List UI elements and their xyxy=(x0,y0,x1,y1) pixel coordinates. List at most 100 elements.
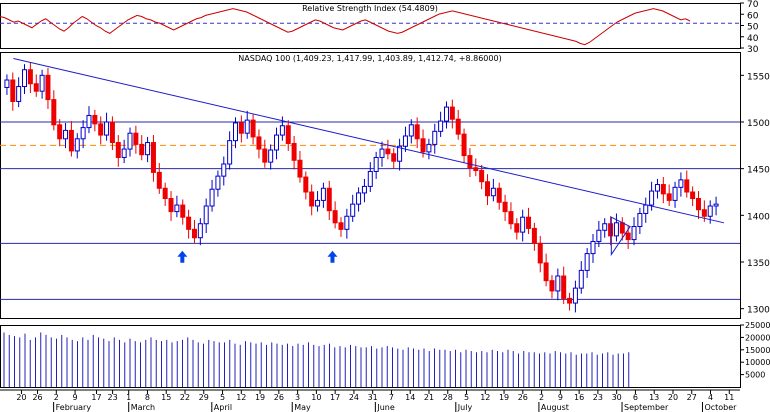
volume-tick-label: 5000 xyxy=(745,371,765,380)
candle-body xyxy=(350,203,356,217)
candle-body xyxy=(121,148,127,158)
candle-body xyxy=(701,209,707,217)
day-tick-label: 8 xyxy=(145,393,150,402)
candle-body xyxy=(356,192,362,205)
day-tick-label: 26 xyxy=(518,393,528,402)
candle-body xyxy=(361,185,367,194)
candle-body xyxy=(520,216,526,233)
candle-body xyxy=(315,199,321,207)
candle-body xyxy=(449,106,455,120)
candle-body xyxy=(443,106,449,122)
candle-body xyxy=(496,187,502,203)
up-arrow-icon xyxy=(177,250,188,263)
candle-body xyxy=(455,118,461,135)
price-tick-label: 1450 xyxy=(747,166,770,176)
candle-body xyxy=(338,222,344,230)
candle-body xyxy=(256,136,262,150)
candle-body xyxy=(543,262,549,282)
candle-body xyxy=(379,148,385,158)
candle-body xyxy=(4,79,10,88)
candle-body xyxy=(537,242,543,264)
candle-body xyxy=(150,142,156,173)
candle-body xyxy=(367,170,373,187)
candle-body xyxy=(526,216,532,229)
candle-body xyxy=(104,121,110,136)
candle-body xyxy=(649,190,655,206)
candle-body xyxy=(92,114,98,125)
candle-body xyxy=(268,149,274,163)
candle-body xyxy=(221,163,227,177)
candle-body xyxy=(572,287,578,304)
price-panel: 1300 1350 1400 1450 1500 1550 NASDAQ 100 (1,40… xyxy=(0,52,770,319)
candle-body xyxy=(344,215,350,230)
candle-body xyxy=(479,170,485,183)
rsi-tick-label: 70 xyxy=(747,0,759,10)
price-title: NASDAQ 100 (1,409.23, 1,417.99, 1,403.89… xyxy=(238,54,501,63)
candle-body xyxy=(660,184,666,195)
price-tick-label: 1350 xyxy=(747,259,770,269)
candle-body xyxy=(326,187,332,212)
candle-body xyxy=(613,222,619,237)
day-tick-label: 9 xyxy=(73,393,78,402)
price-tick-label: 1550 xyxy=(747,72,770,82)
price-tick-label: 1400 xyxy=(747,212,770,222)
triangle-pattern xyxy=(610,216,631,257)
candle-body xyxy=(555,275,561,292)
price-tick-label: 1300 xyxy=(747,306,770,316)
candle-body xyxy=(514,223,520,233)
candle-body xyxy=(402,135,408,147)
candle-body xyxy=(285,125,291,144)
candle-body xyxy=(309,191,315,207)
volume-tick-label: 10000 xyxy=(745,358,770,367)
rsi-tick-label: 50 xyxy=(747,23,759,33)
candle-body xyxy=(397,145,403,162)
candle-body xyxy=(244,119,250,134)
candle-body xyxy=(174,204,180,213)
candle-body xyxy=(10,79,16,102)
candle-body xyxy=(27,69,33,85)
day-tick-label: 1 xyxy=(126,393,131,402)
candle-body xyxy=(162,187,168,200)
candle-body xyxy=(80,127,86,140)
volume-tick-label: 15000 xyxy=(745,346,770,355)
candle-body xyxy=(145,142,151,156)
day-tick-label: 20 xyxy=(668,393,678,402)
candle-body xyxy=(502,201,508,213)
candle-body xyxy=(678,179,684,188)
day-tick-label: 14 xyxy=(405,393,415,402)
day-tick-label: 29 xyxy=(199,393,209,402)
candle-body xyxy=(57,124,63,140)
day-tick-label: 3 xyxy=(295,393,300,402)
candle-body xyxy=(713,203,719,207)
month-label: April xyxy=(214,403,232,412)
candle-body xyxy=(127,132,133,150)
candle-body xyxy=(619,222,625,234)
candle-body xyxy=(320,187,326,201)
candle-body xyxy=(684,179,690,193)
candle-body xyxy=(209,188,215,207)
candle-body xyxy=(473,167,479,172)
rsi-tick-label: 40 xyxy=(747,34,759,44)
candle-body xyxy=(695,198,701,211)
up-arrow-icon xyxy=(327,250,338,263)
candle-body xyxy=(637,212,643,228)
candle-body xyxy=(432,130,438,145)
candle-body xyxy=(39,74,45,92)
volume-tick-label: 20000 xyxy=(745,333,770,342)
day-tick-label: 10 xyxy=(311,393,321,402)
candle-body xyxy=(508,211,514,225)
candle-body xyxy=(215,175,221,190)
candle-body xyxy=(180,204,186,218)
day-tick-label: 5 xyxy=(464,393,469,402)
volume-tick-label: 25000 xyxy=(745,321,770,330)
candle-body xyxy=(332,210,338,224)
candle-body xyxy=(279,125,285,136)
day-tick-label: 23 xyxy=(108,393,118,402)
candle-body xyxy=(45,74,51,101)
candle-body xyxy=(596,229,602,242)
day-tick-label: 11 xyxy=(724,393,734,402)
month-label: September xyxy=(624,403,669,412)
candle-body xyxy=(490,187,496,197)
candle-body xyxy=(485,181,491,197)
